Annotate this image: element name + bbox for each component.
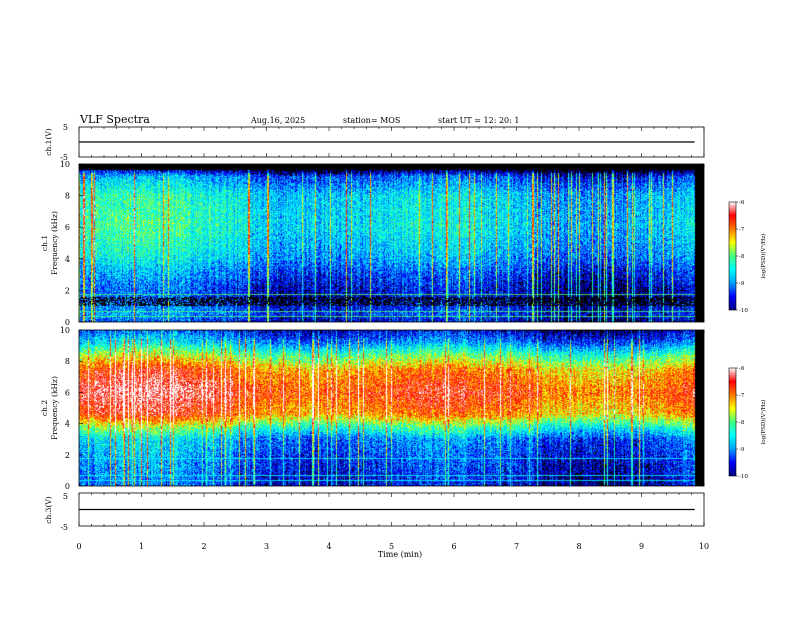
colorbar-tick-label: -6 [739,200,745,206]
ch2-colorbar-label: log(PSD)(V²/Hz) [760,400,767,445]
ch1-waveform-panel: 5 -5 ch.1(V) [44,123,705,162]
ch3-waveform-panel: 5 -5 ch.3(V) [44,492,705,532]
y-tick-label: 6 [65,388,70,397]
x-tick-label: 2 [201,542,206,551]
ch1-waveform-ticks [78,127,705,157]
colorbar-tick-label: -10 [739,308,748,314]
y-tick-label: 4 [65,255,70,264]
ch2-spectrogram-channel-label: ch.2 [40,400,49,416]
x-tick-label: 3 [264,542,269,551]
ch1-spectrogram-ylabel: Frequency (kHz) [50,211,59,275]
header-start-time: start UT = 12: 20: 1 [438,116,519,125]
ch3-waveform-ylabel: ch.3(V) [44,496,53,524]
x-tick-label: 0 [76,542,81,551]
ch1-spectrogram-panel: 0 2 4 6 8 10 ch.1 Frequency (kHz) [40,160,705,327]
y-tick-label: 8 [65,192,70,201]
header-date: Aug.16, 2025 [250,116,305,125]
x-tick-label: 1 [139,542,144,551]
y-tick-label: 10 [60,326,70,335]
colorbar-tick-label: -9 [739,281,745,287]
ch3-ytick-bottom: -5 [60,523,68,532]
y-tick-label: 8 [65,357,70,366]
ch1-colorbar: -6 -7 -8 -9 -10 log(PSD)(V²/Hz) [728,200,767,314]
x-tick-label: 5 [389,542,394,551]
ch2-spectrogram-xticks [78,330,705,486]
colorbar-tick-label: -8 [739,420,745,426]
ch2-spectrogram-image [79,330,704,486]
ch2-spectrogram-panel: 0 2 4 6 8 10 ch.2 Frequency (kHz) [40,326,705,491]
x-tick-label: 8 [576,542,581,551]
y-tick-label: 4 [65,420,70,429]
y-tick-label: 2 [65,286,70,295]
ch1-waveform-ylabel: ch.1(V) [44,128,53,156]
x-axis-tick-labels: 0 1 2 3 4 5 6 7 8 9 10 [76,542,709,551]
y-tick-label: 6 [65,223,70,232]
ch1-colorbar-ticks: -6 -7 -8 -9 -10 [736,200,748,314]
ch2-spectrogram-ylabel: Frequency (kHz) [50,376,59,440]
colorbar-tick-label: -7 [739,227,745,233]
header-station: station= MOS [343,116,400,125]
colorbar-tick-label: -6 [739,366,745,372]
ch1-spectrogram-xticks [78,164,705,322]
x-tick-label: 9 [639,542,644,551]
x-axis-label: Time (min) [378,550,422,559]
ch1-spectrogram-yticks: 0 2 4 6 8 10 [60,160,704,327]
ch1-colorbar-gradient [728,201,737,311]
ch2-colorbar-gradient [728,367,737,477]
y-tick-label: 0 [65,318,70,327]
ch2-colorbar-ticks: -6 -7 -8 -9 -10 [736,366,748,480]
x-tick-label: 7 [514,542,519,551]
ch1-ytick-top: 5 [63,123,68,132]
ch1-colorbar-label: log(PSD)(V²/Hz) [760,234,767,279]
y-tick-label: 2 [65,451,70,460]
colorbar-tick-label: -8 [739,254,745,260]
colorbar-tick-label: -7 [739,393,745,399]
x-tick-label: 4 [326,542,331,551]
ch1-spectrogram-channel-label: ch.1 [40,235,49,251]
ch2-colorbar: -6 -7 -8 -9 -10 log(PSD)(V²/Hz) [728,366,767,480]
y-tick-label: 10 [60,160,70,169]
ch3-ytick-top: 5 [63,492,68,501]
colorbar-tick-label: -10 [739,474,748,480]
ch1-ytick-bottom: -5 [60,153,68,162]
x-tick-label: 6 [451,542,456,551]
ch1-spectrogram-image [79,164,704,322]
figure-title: VLF Spectra [79,113,150,126]
x-tick-label: 10 [699,542,709,551]
ch3-waveform-ticks [78,493,705,526]
colorbar-tick-label: -9 [739,447,745,453]
y-tick-label: 0 [65,482,70,491]
ch2-spectrogram-yticks: 0 2 4 6 8 10 [60,326,704,491]
